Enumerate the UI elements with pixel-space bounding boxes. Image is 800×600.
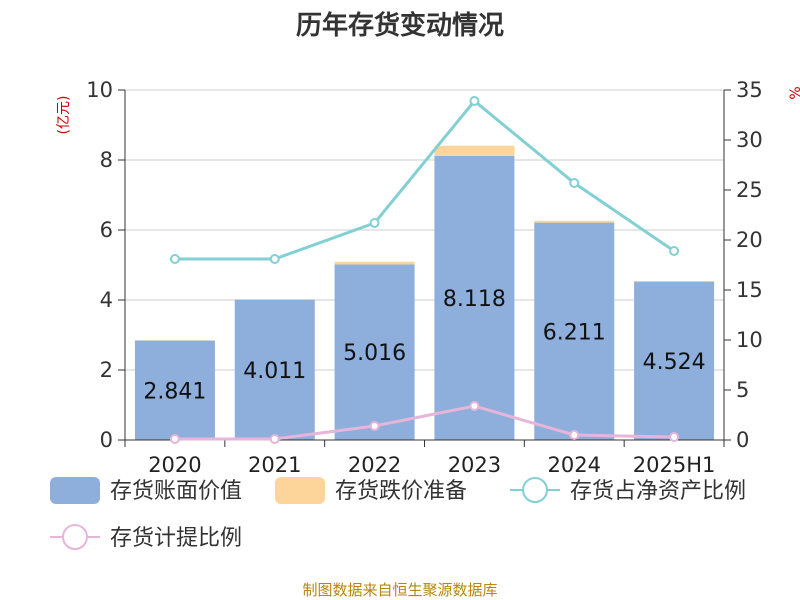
- legend-label: 存货占净资产比例: [570, 479, 746, 504]
- axes: 0 2 4 6 8 10 0 5 10 15 20 25 30 35 2020 2021 2022 2023 202…: [86, 78, 762, 477]
- bar-data-label: 6.211: [543, 320, 606, 345]
- left-tick-label: 4: [100, 288, 113, 312]
- left-tick-label: 0: [100, 428, 113, 452]
- bar-存货账面价值: [534, 222, 615, 440]
- bar-存货跌价准备: [334, 261, 415, 265]
- point-存货占净资产比例: [669, 246, 680, 256]
- chart-title: 历年存货变动情况: [296, 10, 504, 41]
- x-tick-label: 2020: [148, 453, 201, 477]
- x-tick-label: 2022: [348, 453, 401, 477]
- legend-label: 存货计提比例: [110, 526, 242, 551]
- left-tick-label: 6: [100, 218, 113, 242]
- bars: [134, 145, 715, 440]
- bar-存货账面价值: [334, 264, 415, 440]
- point-存货占净资产比例: [169, 254, 180, 264]
- x-tick-label: 2021: [248, 453, 301, 477]
- point-存货计提比例: [469, 401, 480, 411]
- grid-lines: [125, 89, 724, 371]
- bar-data-label: 5.016: [343, 341, 406, 366]
- bar-data-label: 8.118: [443, 287, 506, 312]
- legend-label: 存货账面价值: [110, 479, 242, 504]
- bar-存货跌价准备: [634, 280, 715, 282]
- right-tick-label: 5: [736, 378, 749, 402]
- right-tick-label: 30: [736, 128, 763, 152]
- point-存货占净资产比例: [369, 218, 380, 228]
- bar-存货账面价值: [434, 155, 515, 440]
- right-tick-label: 35: [736, 78, 763, 102]
- point-存货计提比例: [369, 421, 380, 431]
- legend-swatch-存货跌价准备: [275, 477, 325, 504]
- legend-swatch-存货账面价值: [50, 477, 100, 504]
- x-tick-label: 2024: [548, 453, 601, 477]
- left-tick-label: 2: [100, 358, 113, 382]
- lines: [169, 96, 680, 444]
- point-存货占净资产比例: [269, 254, 280, 264]
- point-存货计提比例: [569, 430, 580, 440]
- bar-data-label: 4.011: [243, 359, 306, 384]
- line-存货占净资产比例: [174, 98, 675, 261]
- legend-label: 存货跌价准备: [335, 479, 467, 504]
- bar-data-label: 2.841: [143, 379, 206, 404]
- right-tick-label: 0: [736, 428, 749, 452]
- left-tick-label: 8: [100, 148, 113, 172]
- source-note: 制图数据来自恒生聚源数据库: [302, 581, 497, 599]
- left-tick-label: 10: [86, 78, 113, 102]
- point-存货计提比例: [669, 432, 680, 442]
- point-存货占净资产比例: [569, 178, 580, 188]
- point-存货占净资产比例: [469, 96, 480, 106]
- point-存货计提比例: [269, 434, 280, 444]
- line-存货计提比例: [174, 404, 675, 441]
- legend-marker-存货计提比例: [62, 524, 88, 550]
- left-axis-unit: (亿元): [56, 96, 72, 135]
- right-tick-label: 20: [736, 228, 763, 252]
- right-axis-unit: %: [788, 86, 800, 99]
- right-tick-label: 25: [736, 178, 763, 202]
- bar-存货账面价值: [134, 340, 215, 440]
- bar-存货跌价准备: [434, 145, 515, 156]
- data-labels: 2.841 4.011 5.016 8.118 6.211 4.524: [143, 287, 705, 404]
- legend-marker-存货占净资产比例: [522, 477, 548, 503]
- x-tick-label: 2025H1: [633, 453, 716, 477]
- bar-存货跌价准备: [534, 220, 615, 223]
- right-tick-label: 10: [736, 328, 763, 352]
- point-存货计提比例: [169, 434, 180, 444]
- bar-存货账面价值: [234, 299, 315, 440]
- x-tick-label: 2023: [448, 453, 501, 477]
- right-tick-label: 15: [736, 278, 763, 302]
- bar-存货账面价值: [634, 281, 715, 440]
- bar-data-label: 4.524: [643, 350, 706, 375]
